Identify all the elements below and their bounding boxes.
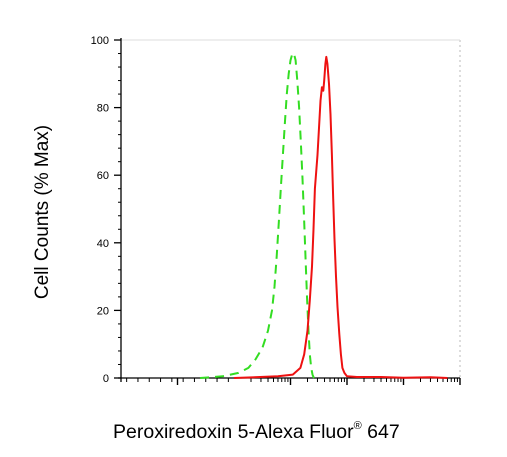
- y-tick-label: 40: [97, 238, 109, 250]
- x-axis-title: Peroxiredoxin 5-Alexa Fluor® 647: [113, 419, 400, 444]
- x-axis-title-prefix: Peroxiredoxin 5-Alexa Fluor: [113, 421, 354, 443]
- y-axis: 0 20 40 60 80 100: [91, 35, 122, 385]
- y-tick-label: 0: [103, 373, 109, 385]
- series-line-1: [200, 52, 315, 379]
- y-tick-label: 80: [97, 103, 109, 115]
- registered-mark: ®: [353, 419, 362, 432]
- x-axis-title-suffix: 647: [361, 421, 400, 443]
- y-tick-label: 100: [91, 35, 109, 47]
- y-axis-title: Cell Counts (% Max): [32, 125, 53, 299]
- y-tick-label: 60: [97, 170, 109, 182]
- series-layer: [200, 52, 448, 379]
- y-tick-label: 20: [97, 305, 109, 317]
- plot-frame: [121, 39, 461, 382]
- series-line-2: [233, 55, 448, 379]
- x-axis: [118, 377, 461, 385]
